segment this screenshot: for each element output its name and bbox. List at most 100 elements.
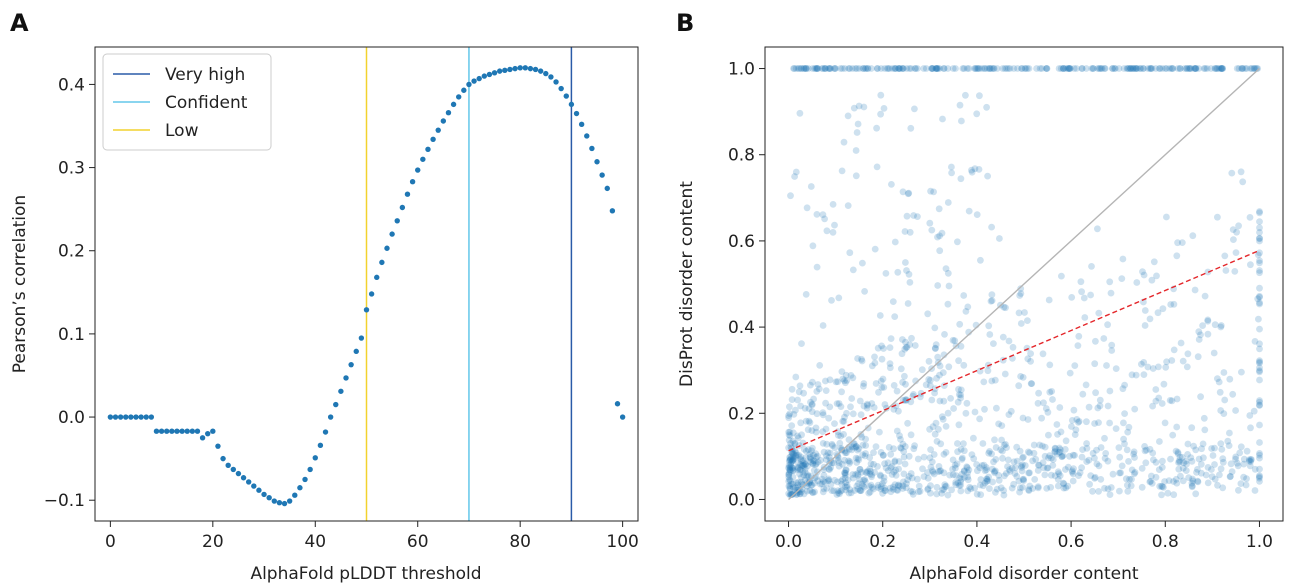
data-point	[789, 480, 797, 488]
data-point	[896, 65, 904, 72]
data-point	[868, 362, 876, 370]
data-point	[1018, 65, 1025, 72]
data-point	[854, 470, 861, 477]
data-point	[987, 297, 995, 305]
data-point	[1045, 296, 1053, 304]
data-point	[981, 479, 989, 487]
data-point	[174, 428, 180, 434]
data-point	[985, 65, 993, 72]
data-point	[1081, 314, 1089, 321]
data-point	[563, 93, 569, 99]
data-point	[1095, 65, 1103, 72]
data-point	[988, 297, 996, 304]
data-point	[880, 384, 888, 391]
data-point	[920, 453, 928, 461]
data-point	[1256, 269, 1263, 277]
data-point	[856, 487, 864, 494]
data-point	[1021, 462, 1029, 469]
data-point	[1188, 479, 1196, 487]
data-point	[1161, 65, 1169, 72]
data-point	[880, 105, 888, 112]
data-point	[1158, 400, 1166, 407]
data-point	[824, 477, 832, 485]
data-point	[1089, 65, 1097, 72]
data-point	[901, 460, 909, 468]
data-point	[445, 109, 452, 116]
data-point	[785, 490, 793, 497]
data-point	[1030, 449, 1038, 457]
data-point	[1256, 293, 1263, 301]
data-point	[1001, 370, 1009, 378]
data-point	[924, 485, 932, 492]
data-point	[1046, 452, 1053, 459]
data-point	[1217, 323, 1225, 331]
data-point	[867, 65, 875, 72]
data-point	[818, 65, 826, 72]
data-point	[892, 402, 900, 410]
data-point	[1039, 459, 1047, 466]
data-point	[805, 473, 812, 480]
data-point	[915, 482, 923, 490]
data-point	[1188, 457, 1196, 465]
data-point	[789, 456, 797, 464]
data-point	[868, 484, 876, 491]
data-point	[973, 461, 980, 468]
data-point	[925, 357, 933, 365]
data-point	[902, 396, 909, 404]
data-point	[1034, 484, 1042, 492]
data-point	[891, 238, 899, 246]
data-point	[955, 391, 963, 398]
data-point	[785, 436, 793, 444]
data-point	[240, 475, 247, 481]
data-point	[935, 205, 943, 213]
data-point	[961, 474, 968, 481]
data-point	[1034, 483, 1042, 490]
data-point	[859, 65, 867, 72]
data-point	[1159, 457, 1166, 465]
data-point	[950, 405, 957, 412]
data-point	[988, 377, 996, 385]
data-point	[1192, 65, 1199, 72]
data-point	[1246, 457, 1253, 465]
data-point	[1134, 65, 1141, 72]
data-point	[991, 469, 998, 477]
data-point	[966, 483, 974, 491]
data-point	[910, 212, 917, 219]
data-point	[1128, 475, 1135, 483]
data-point	[792, 453, 800, 461]
data-point	[930, 188, 937, 196]
data-point	[235, 470, 242, 477]
data-point	[1161, 419, 1169, 427]
data-point	[884, 65, 892, 72]
data-point	[873, 124, 880, 132]
data-point	[979, 440, 987, 447]
data-point	[820, 471, 828, 479]
data-point	[920, 473, 928, 480]
data-point	[938, 229, 946, 237]
data-point	[947, 395, 954, 402]
data-point	[1010, 458, 1018, 466]
data-point	[957, 446, 965, 453]
data-point	[1159, 305, 1167, 313]
data-point	[1218, 65, 1225, 72]
data-point	[926, 382, 934, 389]
data-point	[1174, 448, 1182, 456]
data-point	[789, 453, 797, 461]
data-point	[839, 460, 846, 468]
data-point	[860, 65, 867, 72]
data-point	[1256, 224, 1263, 232]
data-point	[1025, 469, 1033, 477]
data-point	[1240, 473, 1247, 481]
legend-label-confident: Confident	[165, 93, 248, 113]
data-point	[790, 450, 798, 458]
data-point	[880, 477, 888, 485]
data-point	[1194, 353, 1202, 361]
data-point	[1013, 473, 1021, 480]
data-point	[1245, 456, 1253, 464]
data-point	[878, 355, 886, 363]
data-point	[847, 403, 854, 411]
data-point	[1109, 65, 1116, 72]
plot-frame	[764, 46, 1284, 522]
data-point	[797, 474, 805, 481]
data-point	[491, 70, 498, 76]
